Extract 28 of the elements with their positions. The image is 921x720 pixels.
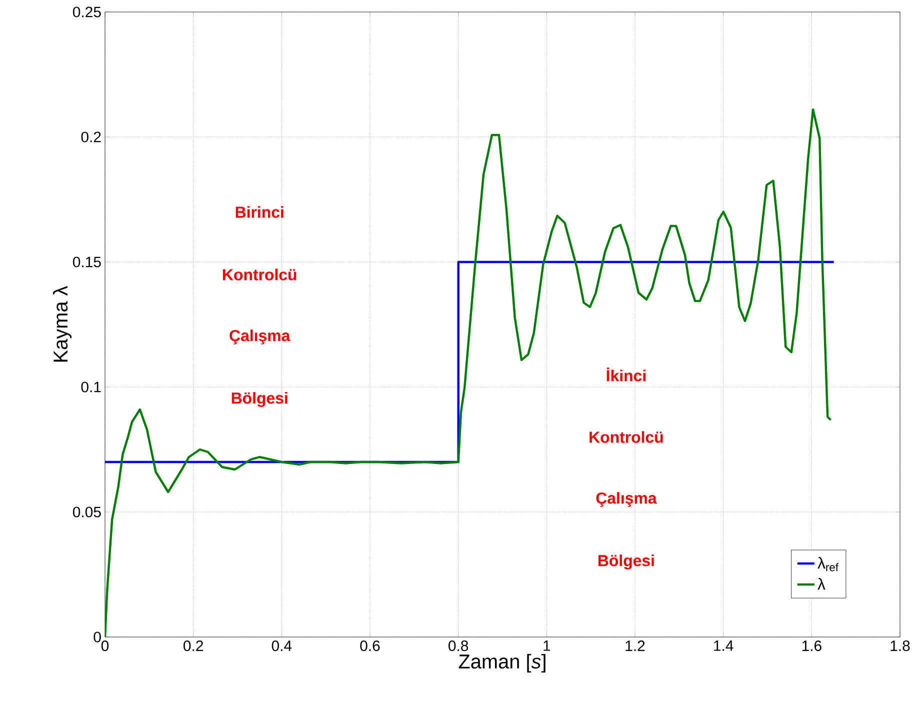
x-tick-label: 0.4	[272, 640, 292, 652]
y-tick-label: 0.05	[72, 506, 101, 518]
x-tick-label: 1.6	[802, 640, 822, 652]
annotation: Bölgesi	[232, 392, 288, 407]
y-tick-label: 0.1	[81, 382, 101, 392]
x-axis-title: Zaman [s]	[458, 654, 546, 673]
annotation: Bölgesi	[598, 554, 654, 570]
legend-label: λ	[818, 578, 826, 590]
annotation: Çalışma	[596, 492, 657, 507]
legend-label: λ$_{ref}$	[818, 556, 838, 572]
annotation: İkinci	[606, 368, 646, 382]
x-tick-label: 0	[101, 640, 109, 652]
annotation: Kontrolcü	[590, 431, 663, 443]
y-tick-label: 0.15	[72, 256, 101, 268]
annotation: Birinci	[236, 206, 284, 218]
x-tick-label: 0.6	[360, 640, 380, 652]
annotation: Çalışma	[230, 330, 290, 344]
y-tick-label: 0.25	[72, 6, 101, 18]
x-tick-label: 1	[544, 640, 550, 651]
annotation: Kontrolcü	[223, 268, 296, 280]
x-tick-label: 1.8	[890, 640, 910, 652]
y-axis-title: Kayma λ	[52, 286, 72, 362]
y-tick-label: 0	[94, 632, 101, 642]
x-tick-label: 1.4	[714, 640, 734, 651]
y-tick-label: 0.2	[81, 132, 101, 142]
x-tick-label: 0.8	[448, 640, 468, 652]
x-tick-label: 0.2	[184, 640, 203, 652]
x-tick-label: 1.2	[626, 640, 645, 651]
